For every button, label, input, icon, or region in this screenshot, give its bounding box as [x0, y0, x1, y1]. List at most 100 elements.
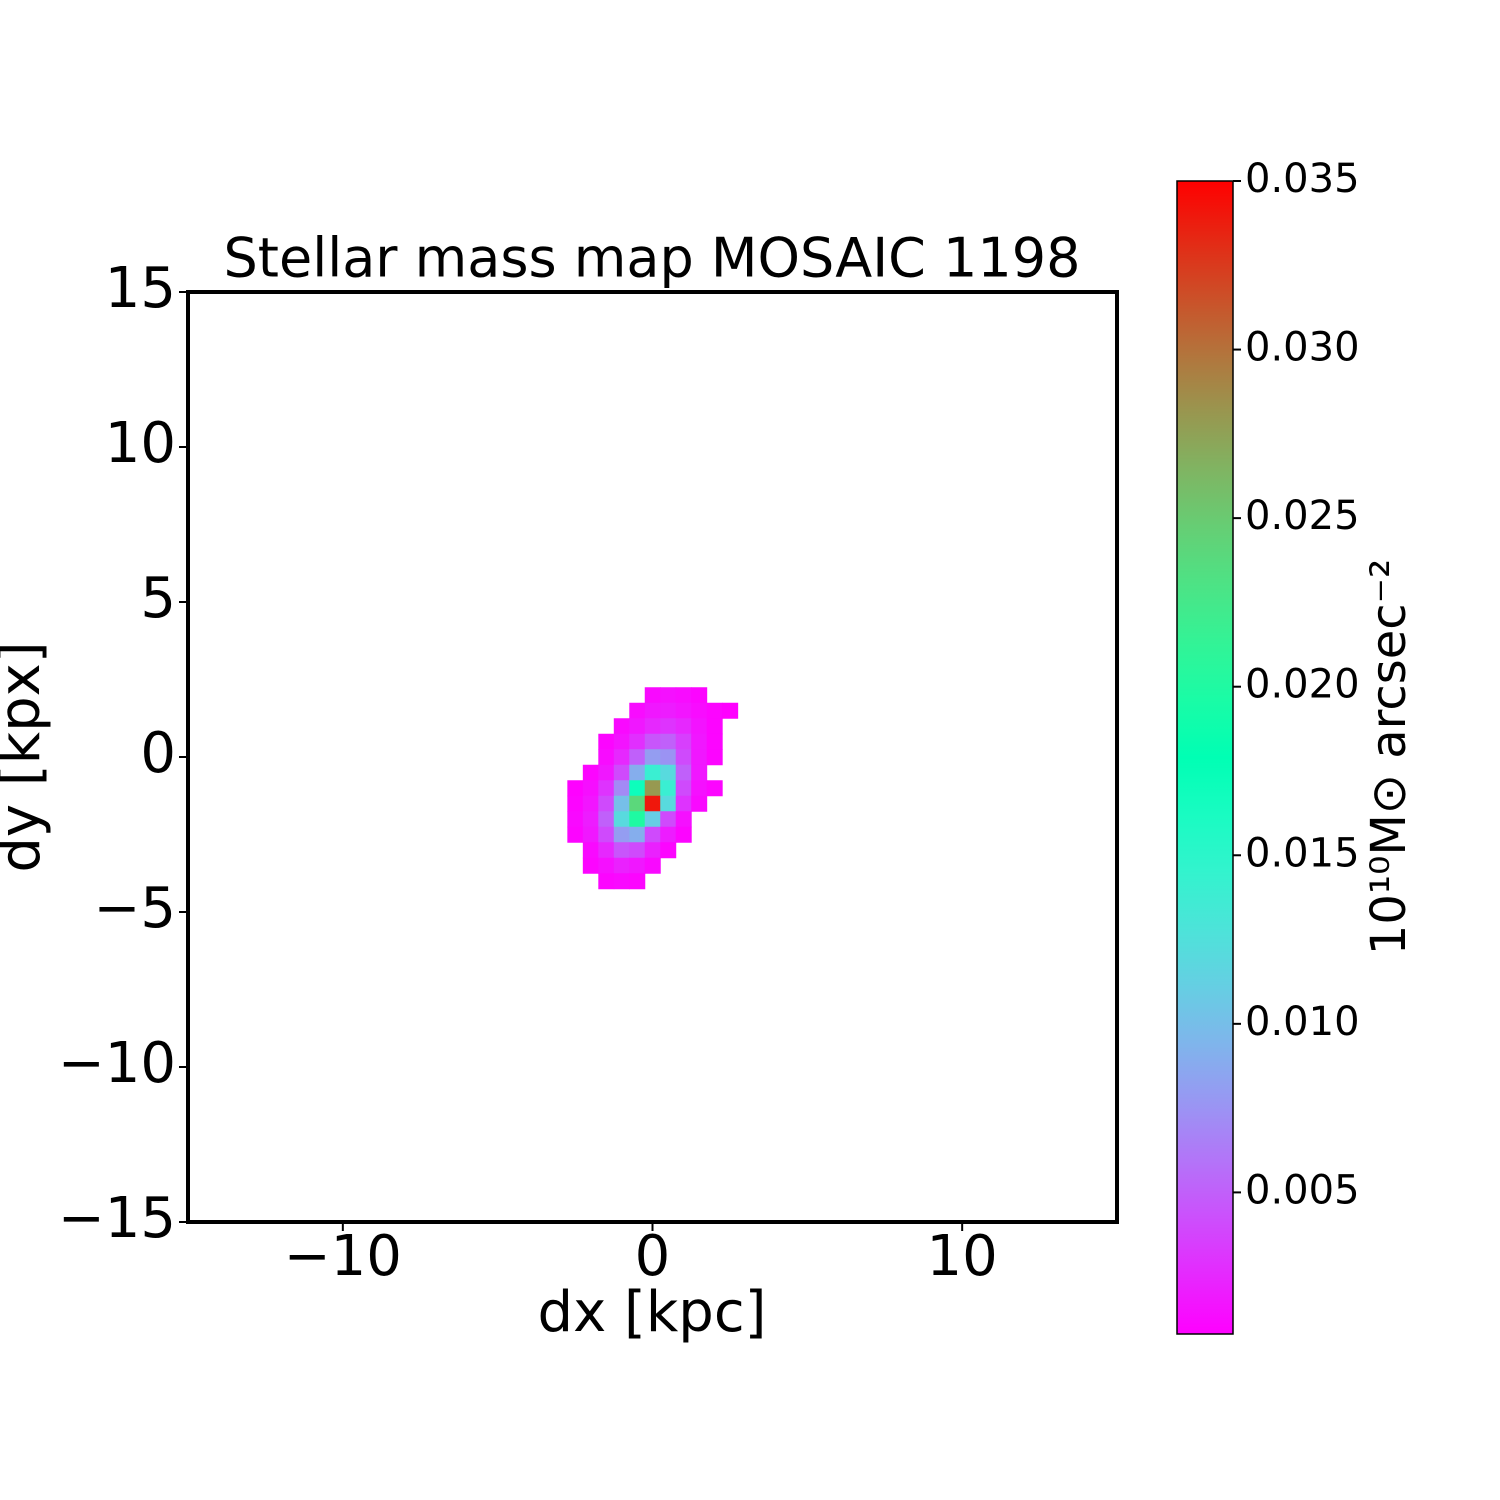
heatmap-cell: [613, 873, 630, 890]
heatmap-cell: [691, 764, 708, 781]
heatmap-cell: [706, 749, 723, 766]
heatmap-cell: [582, 857, 599, 874]
heatmap-cell: [722, 702, 739, 719]
heatmap-cell: [691, 749, 708, 766]
heatmap-cell: [691, 733, 708, 750]
heatmap-cell: [660, 749, 677, 766]
heatmap-cell: [706, 733, 723, 750]
heatmap-cell: [660, 687, 677, 704]
colorbar: [1176, 180, 1234, 1335]
heatmap-cell: [675, 733, 692, 750]
heatmap-cell: [629, 702, 646, 719]
heatmap-cell: [644, 795, 661, 812]
heatmap-cell: [644, 857, 661, 874]
y-tick-label: 10: [105, 411, 176, 476]
heatmap-cell: [598, 795, 615, 812]
heatmap-cell: [660, 795, 677, 812]
heatmap-cell: [629, 826, 646, 843]
colorbar-tick-label: 0.020: [1245, 662, 1360, 708]
heatmap-cell: [675, 718, 692, 735]
heatmap-cell: [675, 795, 692, 812]
heatmap-cell: [691, 780, 708, 797]
colorbar-tick-label: 0.010: [1245, 999, 1360, 1045]
heatmap-cell: [675, 764, 692, 781]
heatmap-cell: [644, 826, 661, 843]
colorbar-tick-label: 0.005: [1245, 1167, 1360, 1213]
heatmap-cell: [598, 733, 615, 750]
colorbar-label: 10¹⁰M⊙ arcsec⁻²: [1361, 559, 1417, 955]
heatmap-cell: [629, 811, 646, 828]
x-tick-label: −10: [284, 1224, 402, 1289]
colorbar-tick-label: 0.035: [1245, 156, 1360, 202]
heatmap-cell: [644, 749, 661, 766]
heatmap-cell: [706, 702, 723, 719]
x-tick-label: 0: [635, 1224, 671, 1289]
heatmap-cell: [706, 780, 723, 797]
heatmap-cell: [644, 764, 661, 781]
heatmap-cell: [660, 780, 677, 797]
heatmap-cell: [675, 826, 692, 843]
heatmap-cell: [582, 795, 599, 812]
heatmap-cell: [644, 780, 661, 797]
heatmap-cell: [660, 826, 677, 843]
heatmap-cell: [598, 857, 615, 874]
heatmap-cell: [629, 857, 646, 874]
heatmap-cell: [582, 826, 599, 843]
heatmap-cell: [629, 733, 646, 750]
heatmap-cell: [644, 702, 661, 719]
heatmap-cell: [613, 764, 630, 781]
heatmap-cell: [660, 718, 677, 735]
heatmap-cell: [644, 811, 661, 828]
heatmap-cell: [598, 764, 615, 781]
heatmap-cell: [598, 873, 615, 890]
heatmap-cell: [675, 749, 692, 766]
heatmap-cell: [613, 811, 630, 828]
colorbar-tick-label: 0.025: [1245, 493, 1360, 539]
heatmap-cell: [598, 749, 615, 766]
heatmap-cell: [629, 842, 646, 859]
heatmap-cell: [629, 764, 646, 781]
heatmap-cell: [613, 842, 630, 859]
x-tick-label: 10: [927, 1224, 998, 1289]
y-tick-label: 0: [140, 721, 176, 786]
heatmap-cell: [629, 749, 646, 766]
chart-title: Stellar mass map MOSAIC 1198: [224, 227, 1081, 290]
heatmap-cell: [613, 733, 630, 750]
heatmap-cell: [691, 718, 708, 735]
heatmap-cell: [644, 718, 661, 735]
y-tick-label: −10: [58, 1031, 176, 1096]
heatmap-cell: [567, 780, 584, 797]
y-tick-label: −15: [58, 1186, 176, 1251]
heatmap-cell: [613, 795, 630, 812]
heatmap-cell: [629, 780, 646, 797]
heatmap-cell: [660, 733, 677, 750]
heatmap-cell: [582, 811, 599, 828]
heatmap-cell: [644, 842, 661, 859]
heatmap-cell: [613, 749, 630, 766]
heatmap-cell: [598, 811, 615, 828]
heatmap-cell: [660, 842, 677, 859]
heatmap-cell: [660, 811, 677, 828]
heatmap-cell: [629, 873, 646, 890]
heatmap-cell: [691, 795, 708, 812]
y-tick-label: 5: [140, 566, 176, 631]
heatmap-cell: [644, 687, 661, 704]
heatmap-cell: [582, 764, 599, 781]
heatmap-cell: [675, 702, 692, 719]
heatmap-cell: [598, 842, 615, 859]
heatmap-cell: [675, 811, 692, 828]
heatmap-cell: [613, 780, 630, 797]
heatmap-cell: [567, 811, 584, 828]
colorbar-tick-label: 0.015: [1245, 830, 1360, 876]
heatmap-cell: [567, 826, 584, 843]
heatmap-cell: [629, 795, 646, 812]
heatmap-cell: [613, 826, 630, 843]
heatmap-cell: [567, 795, 584, 812]
y-tick-label: −5: [93, 876, 176, 941]
heatmap-cell: [706, 718, 723, 735]
heatmap-cell: [691, 687, 708, 704]
heatmap-cell: [691, 702, 708, 719]
colorbar-tick-label: 0.030: [1245, 325, 1360, 371]
